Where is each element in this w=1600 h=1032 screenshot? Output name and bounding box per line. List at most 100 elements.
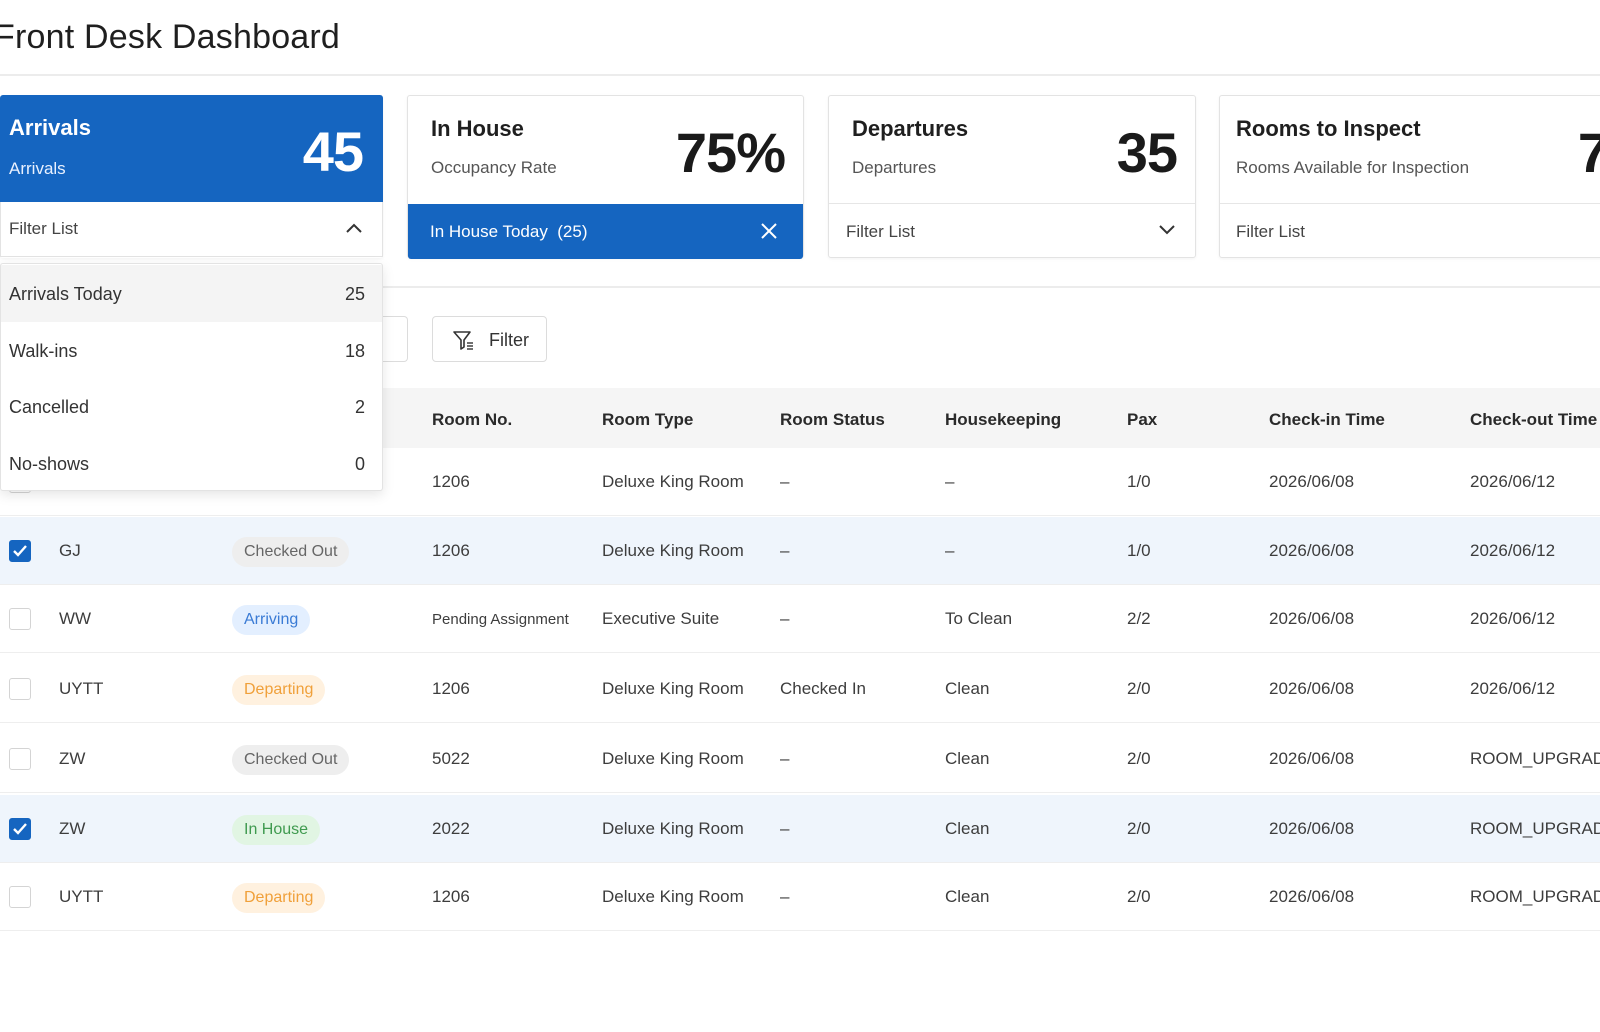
column-header-room-status[interactable]: Room Status — [780, 410, 885, 429]
column-header-room-no[interactable]: Room No. — [432, 410, 513, 429]
guest-name-cell: ZW — [59, 749, 86, 768]
guest-name-cell: UYTT — [59, 679, 104, 698]
housekeeping-cell: To Clean — [945, 609, 1013, 628]
search-input[interactable] — [380, 316, 408, 362]
check-in-time-cell: 2026/06/08 — [1269, 609, 1355, 628]
room-status-cell: – — [780, 749, 790, 768]
rooms-to-inspect-count: 7 — [1577, 121, 1600, 184]
table-row[interactable]: UYTT Departing 1206 Deluxe King Room Checked… — [0, 655, 1600, 723]
arrivals-card-header[interactable]: Arrivals Arrivals 45 — [0, 95, 383, 202]
room-type-cell: Deluxe King Room — [602, 541, 744, 560]
chevron-down-icon[interactable] — [1157, 223, 1177, 237]
in-house-active-filter[interactable]: In House Today (25) — [408, 204, 803, 259]
column-header-pax[interactable]: Pax — [1127, 410, 1158, 429]
room-type-cell: Deluxe King Room — [602, 887, 744, 906]
room-status-cell: – — [780, 819, 790, 838]
housekeeping-cell: Clean — [945, 679, 990, 698]
menu-item-cancelled[interactable]: Cancelled 2 — [1, 378, 382, 435]
section-divider — [0, 286, 1600, 288]
departures-card-header[interactable]: Departures Departures 35 — [829, 96, 1195, 203]
column-header-check-in-time[interactable]: Check-in Time — [1269, 410, 1385, 429]
row-checkbox[interactable] — [9, 886, 31, 908]
housekeeping-cell: Clean — [945, 749, 990, 768]
in-house-card-title: In House — [431, 116, 524, 141]
menu-item-label: No-shows — [9, 454, 90, 474]
table-row[interactable]: ZW Checked Out 5022 Deluxe King Room – Clean 2… — [0, 725, 1600, 793]
check-in-time-cell: 2026/06/08 — [1269, 887, 1355, 906]
pax-cell: 2/0 — [1127, 887, 1151, 906]
filter-icon — [453, 331, 473, 350]
guest-name-cell: WW — [59, 609, 92, 628]
row-checkbox[interactable] — [9, 748, 31, 770]
row-checkbox[interactable] — [9, 678, 31, 700]
check-icon — [13, 823, 27, 835]
menu-item-count: 18 — [344, 341, 365, 361]
menu-item-label: Walk-ins — [9, 341, 78, 361]
menu-item-walk-ins[interactable]: Walk-ins 18 — [1, 322, 382, 379]
row-checkbox[interactable] — [9, 818, 31, 840]
pax-cell: 1/0 — [1127, 541, 1151, 560]
room-status-cell: – — [780, 609, 790, 628]
pax-cell: 2/0 — [1127, 679, 1151, 698]
arrivals-card[interactable]: Arrivals Arrivals 45 Filter List — [0, 95, 383, 258]
room-number-cell: 5022 — [432, 749, 470, 768]
status-badge: In House — [232, 815, 321, 845]
column-header-room-type[interactable]: Room Type — [602, 410, 694, 429]
chevron-up-icon[interactable] — [344, 221, 364, 235]
check-in-time-cell: 2026/06/08 — [1269, 541, 1355, 560]
pax-cell: 2/2 — [1127, 609, 1151, 628]
check-in-time-cell: 2026/06/08 — [1269, 472, 1355, 491]
arrivals-filter-label: Filter List — [9, 219, 78, 238]
room-type-cell: Deluxe King Room — [602, 819, 744, 838]
status-badge: Checked Out — [232, 537, 350, 567]
close-icon[interactable] — [759, 221, 779, 241]
rooms-to-inspect-card-subtitle: Rooms Available for Inspection — [1236, 158, 1470, 177]
room-status-cell: – — [780, 541, 790, 560]
pax-cell: 2/0 — [1127, 749, 1151, 768]
arrivals-filter-dropdown[interactable]: Filter List — [0, 202, 383, 257]
in-house-card-header[interactable]: In House Occupancy Rate 75% — [408, 96, 803, 203]
check-out-time-cell: ROOM_UPGRADE — [1470, 887, 1600, 906]
housekeeping-cell: – — [945, 472, 955, 491]
table-row[interactable]: WW Arriving Pending Assignment Executive Su… — [0, 585, 1600, 653]
table-row[interactable]: UYTT Departing 1206 Deluxe King Room – Clean 2… — [0, 863, 1600, 931]
arrivals-filter-menu: Arrivals Today 25 Walk-ins 18 Cancelled … — [0, 263, 383, 491]
arrivals-card-subtitle: Arrivals — [9, 159, 66, 178]
check-in-time-cell: 2026/06/08 — [1269, 749, 1355, 768]
rooms-to-inspect-card-header[interactable]: Rooms to Inspect Rooms Available for Ins… — [1220, 96, 1600, 203]
in-house-card[interactable]: In House Occupancy Rate 75% In House Tod… — [407, 95, 804, 259]
column-header-check-out-time[interactable]: Check-out Time — [1470, 410, 1598, 429]
room-type-cell: Executive Suite — [602, 609, 720, 628]
row-checkbox[interactable] — [9, 540, 31, 562]
pax-cell: 1/0 — [1127, 472, 1151, 491]
guest-name-cell: GJ — [59, 541, 81, 560]
departures-card[interactable]: Departures Departures 35 Filter List — [828, 95, 1196, 258]
guest-name-cell: ZW — [59, 819, 86, 838]
menu-item-no-shows[interactable]: No-shows 0 — [1, 435, 382, 492]
room-number-cell: 1206 — [432, 887, 470, 906]
departures-filter-dropdown[interactable]: Filter List — [829, 203, 1195, 258]
room-type-cell: Deluxe King Room — [602, 472, 744, 491]
housekeeping-cell: Clean — [945, 887, 990, 906]
room-status-cell: – — [780, 472, 790, 491]
rooms-to-inspect-filter-dropdown[interactable]: Filter List — [1220, 203, 1600, 258]
room-number-cell: 1206 — [432, 541, 470, 560]
column-header-housekeeping[interactable]: Housekeeping — [945, 410, 1062, 429]
pax-cell: 2/0 — [1127, 819, 1151, 838]
rooms-to-inspect-card-title: Rooms to Inspect — [1236, 116, 1421, 141]
filter-button[interactable]: Filter — [432, 316, 547, 362]
room-type-cell: Deluxe King Room — [602, 679, 744, 698]
table-row[interactable]: ZW In House 2022 Deluxe King Room – Clean 2/0 2… — [0, 795, 1600, 863]
room-number-cell: 1206 — [432, 472, 470, 491]
check-out-time-cell: ROOM_UPGRADE — [1470, 749, 1600, 768]
menu-item-arrivals-today[interactable]: Arrivals Today 25 — [1, 265, 382, 322]
rooms-to-inspect-card[interactable]: Rooms to Inspect Rooms Available for Ins… — [1219, 95, 1600, 258]
check-out-time-cell: 2026/06/12 — [1470, 679, 1556, 698]
row-checkbox[interactable] — [9, 608, 31, 630]
housekeeping-cell: – — [945, 541, 955, 560]
housekeeping-cell: Clean — [945, 819, 990, 838]
table-row[interactable]: GJ Checked Out 1206 Deluxe King Room – – 1/0 20… — [0, 517, 1600, 585]
room-number-cell: Pending Assignment — [432, 611, 569, 628]
departures-card-subtitle: Departures — [852, 158, 937, 177]
room-type-cell: Deluxe King Room — [602, 749, 744, 768]
